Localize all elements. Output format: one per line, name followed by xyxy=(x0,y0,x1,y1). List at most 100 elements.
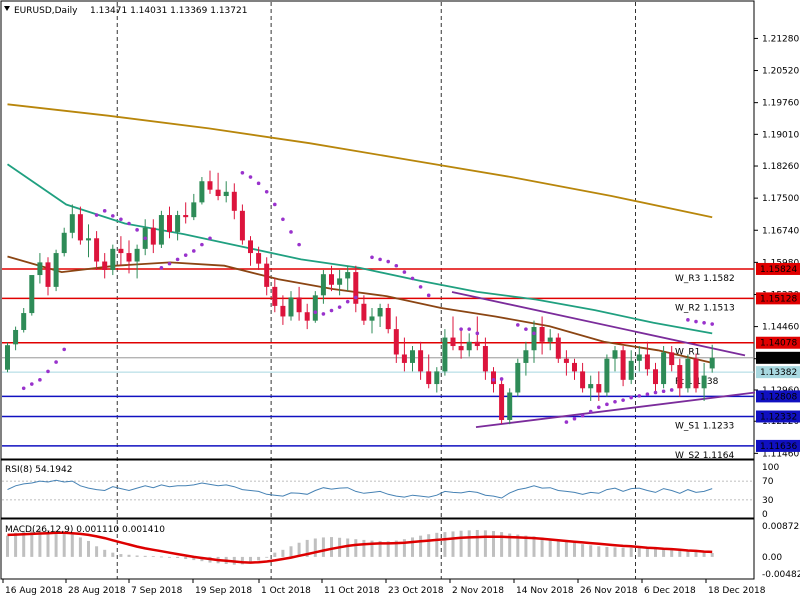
rsi-tick-label: 100 xyxy=(762,463,779,473)
psar-dot xyxy=(143,236,147,241)
psar-dot xyxy=(402,270,407,274)
candle-body xyxy=(572,362,577,372)
psar-dot xyxy=(30,382,34,386)
rsi-title: RSI(8) 54.1942 xyxy=(5,465,72,475)
macd-histogram-bar xyxy=(564,541,568,557)
macd-histogram-bar xyxy=(257,556,261,561)
candle-body xyxy=(304,312,310,321)
psar-dot xyxy=(200,242,204,247)
date-tick-label: 1 Oct 2018 xyxy=(261,586,311,596)
chart-header-arrow-icon xyxy=(4,6,10,11)
candle-body xyxy=(361,303,367,321)
candle-body xyxy=(264,263,270,287)
psar-dot xyxy=(694,319,698,324)
psar-dot xyxy=(653,390,658,395)
candle-body xyxy=(353,272,359,304)
macd-histogram-bar xyxy=(508,533,512,557)
date-axis: 16 Aug 2018 28 Aug 2018 7 Sep 2018 19 Sep 2… xyxy=(2,579,766,596)
psar-dot xyxy=(192,249,196,253)
psar-dot xyxy=(702,320,706,325)
price-tick-label: 1.11460 xyxy=(762,449,799,459)
macd-histogram-bar xyxy=(710,553,714,557)
macd-histogram-bar xyxy=(467,530,471,557)
date-tick-label: 26 Nov 2018 xyxy=(580,586,638,596)
psar-dot xyxy=(467,327,472,331)
candle-body xyxy=(248,240,253,254)
macd-histogram-bar xyxy=(70,533,74,557)
candle-body xyxy=(94,238,100,262)
candle-body xyxy=(653,369,658,385)
macd-histogram-bar xyxy=(313,538,317,557)
candle-body xyxy=(118,248,124,254)
candle-body xyxy=(709,357,715,369)
macd-histogram-bar xyxy=(135,555,139,557)
level-label: W_R3 1.1582 xyxy=(675,274,735,284)
price-tag-box xyxy=(756,262,800,275)
macd-histogram-bar xyxy=(6,535,9,557)
macd-histogram-bar xyxy=(54,530,58,557)
candle-body xyxy=(329,274,334,285)
moving-averages xyxy=(6,103,713,364)
macd-histogram-bar xyxy=(119,554,123,557)
macd-histogram-bar xyxy=(305,539,309,557)
date-tick-label: 6 Dec 2018 xyxy=(644,586,696,596)
macd-histogram-bar xyxy=(556,539,560,557)
resistance-trendline xyxy=(451,291,746,357)
price-tick-label: 1.14460 xyxy=(762,323,799,333)
candle-body xyxy=(377,308,383,317)
macd-histogram-bar xyxy=(22,531,26,557)
macd-histogram-bar xyxy=(240,556,244,565)
psar-dot xyxy=(564,420,569,424)
psar-dot xyxy=(386,259,391,264)
macd-histogram-bar xyxy=(111,552,115,557)
price-tags: 1.15824 1.15128 1.14078 1.13382 1.12808 1.123… xyxy=(756,262,800,452)
psar-dot xyxy=(418,285,423,289)
candle-body xyxy=(207,181,213,190)
psar-dot xyxy=(605,402,609,407)
candlesticks xyxy=(5,170,715,425)
candle-body xyxy=(555,337,561,359)
candle-body xyxy=(563,358,569,363)
macd-histogram-bar xyxy=(168,556,171,558)
candle-body xyxy=(685,358,691,389)
candle-body xyxy=(426,371,432,385)
macd-histogram-bar xyxy=(654,548,657,557)
macd-histogram-bar xyxy=(321,537,325,557)
psar-dot xyxy=(167,261,172,266)
symbol-label: EURUSD,Daily xyxy=(14,6,78,16)
candle-body xyxy=(628,360,634,380)
price-tag-label: 1.14078 xyxy=(760,339,797,349)
candle-body xyxy=(29,275,35,314)
candle-body xyxy=(126,253,132,262)
psar-dot xyxy=(289,230,293,234)
psar-dot xyxy=(321,312,326,316)
macd-histogram-bar xyxy=(589,545,593,557)
psar-dot xyxy=(102,209,107,213)
psar-dot xyxy=(491,378,496,382)
macd-tick-label: 0.008725 xyxy=(762,522,800,532)
price-tag-box xyxy=(756,292,800,305)
psar-dot xyxy=(661,389,666,394)
macd-histogram-bar xyxy=(629,547,633,557)
macd-histogram-bar xyxy=(386,541,390,557)
macd-histogram-bar xyxy=(38,529,42,557)
candle-body xyxy=(434,371,440,385)
sma-mid-line xyxy=(6,163,713,335)
candle-body xyxy=(191,202,197,218)
price-tag-label: 1.11636 xyxy=(760,442,797,452)
trendlines xyxy=(451,291,756,429)
psar-dot xyxy=(588,409,593,414)
price-tick-label: 1.20520 xyxy=(762,67,799,77)
psar-dot xyxy=(410,276,415,281)
macd-histogram-bar xyxy=(289,546,293,557)
candle-body xyxy=(45,262,51,287)
macd-histogram-bar xyxy=(662,549,666,557)
date-tick-label: 7 Sep 2018 xyxy=(131,586,183,596)
candle-body xyxy=(312,295,318,321)
candle-body xyxy=(77,214,83,241)
psar-dot xyxy=(297,242,301,247)
macd-histogram-bar xyxy=(103,549,107,557)
candle-body xyxy=(134,248,140,262)
candle-body xyxy=(223,191,229,197)
candle-body xyxy=(644,354,650,370)
